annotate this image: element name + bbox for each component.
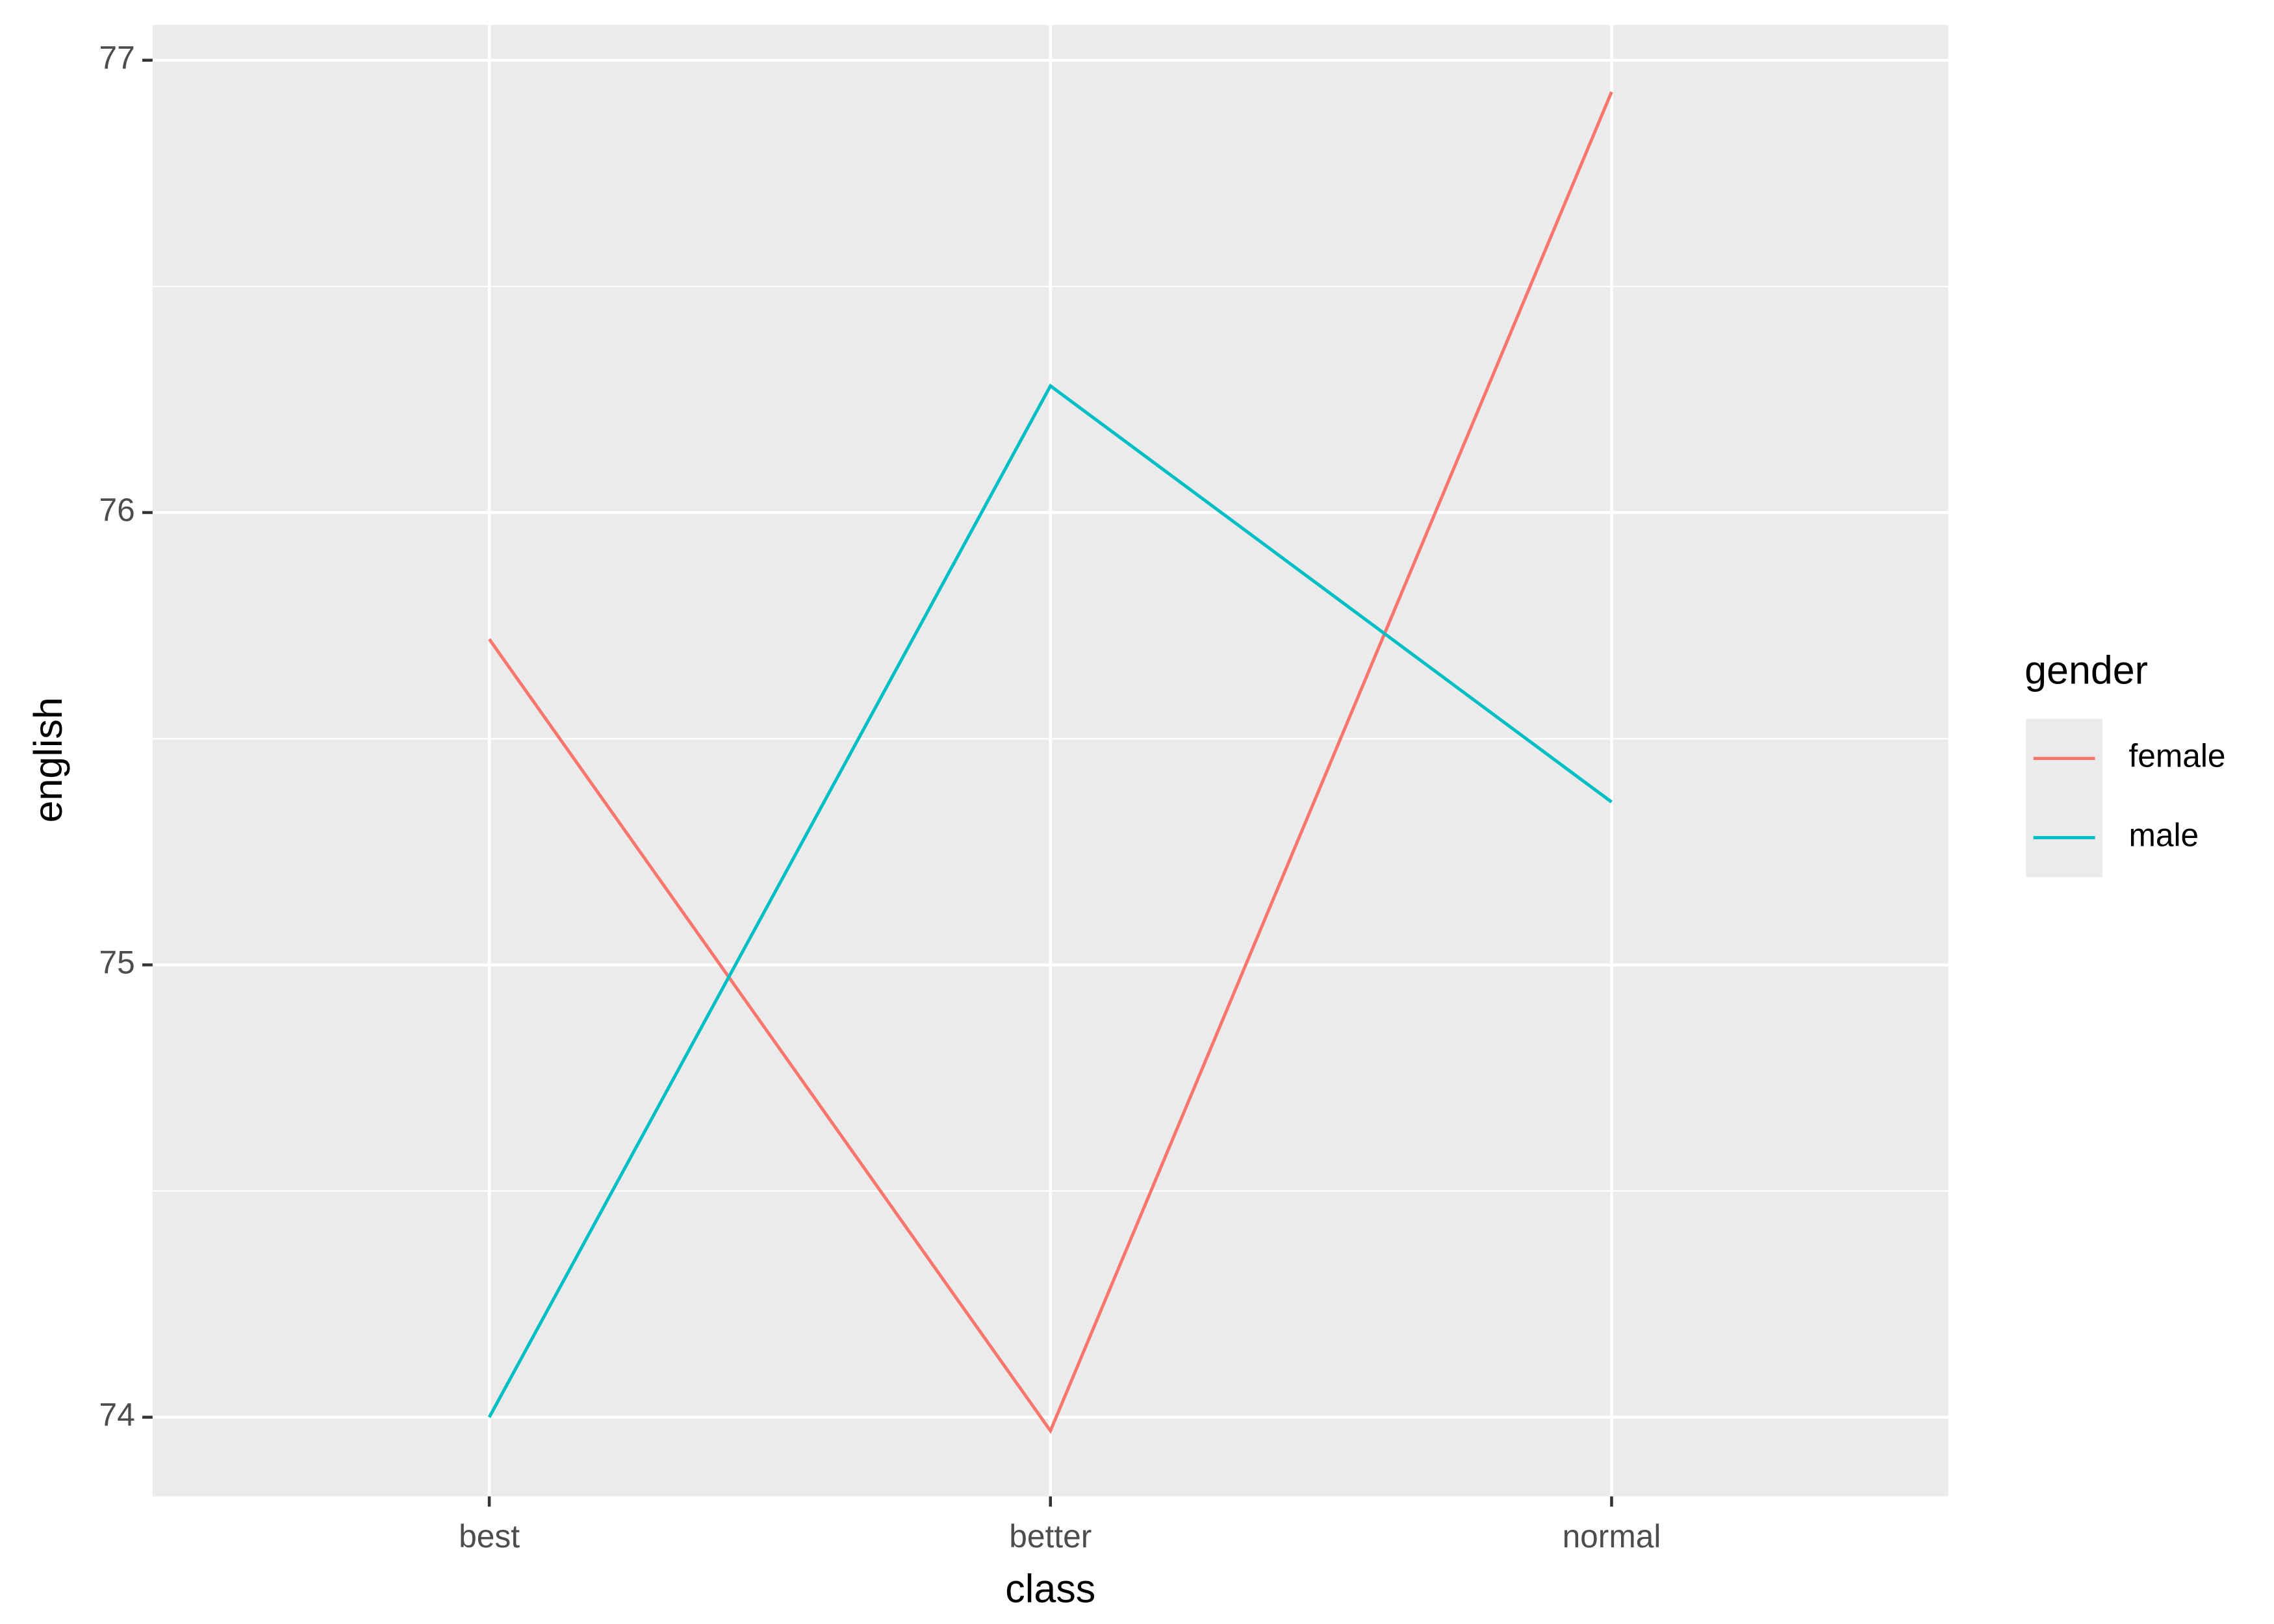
y-axis-title: english [26,697,70,822]
y-tick-label: 74 [99,1397,134,1433]
x-tick-label: normal [1563,1518,1661,1554]
x-axis-title: class [1005,1566,1095,1610]
series-line [488,91,1613,1434]
series-line [487,383,1613,1418]
legend-label: male [2128,817,2199,854]
legend-label: female [2128,738,2225,774]
y-tick-label: 77 [99,40,134,76]
y-tick-label: 75 [99,944,134,980]
legend-key-background [2026,718,2102,878]
x-tick-label: best [459,1518,520,1554]
x-tick-label: better [1009,1518,1092,1554]
y-tick-label: 76 [99,492,134,528]
legend-title: gender [2025,648,2148,692]
